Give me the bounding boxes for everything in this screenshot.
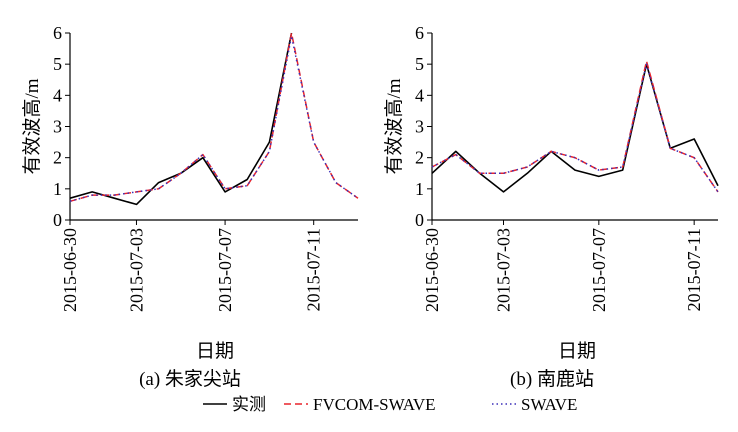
series-line	[69, 35, 359, 203]
legend: 实测 FVCOM-SWAVE SWAVE	[203, 395, 577, 414]
y-tick-label: 2	[415, 148, 424, 168]
x-tick-label: 2015-07-03	[494, 228, 514, 312]
y-tick-label: 1	[415, 179, 424, 199]
y-tick-label: 3	[415, 117, 424, 137]
y-tick-label: 3	[53, 117, 62, 137]
legend-label: FVCOM-SWAVE	[313, 395, 436, 414]
y-tick-label: 1	[53, 179, 62, 199]
legend-label: SWAVE	[521, 395, 577, 414]
panel-caption: (a) 朱家尖站	[139, 368, 241, 390]
y-axis-label: 有效波高/m	[21, 78, 43, 174]
x-tick-label: 2015-06-30	[60, 228, 80, 312]
y-tick-label: 2	[53, 148, 62, 168]
y-tick-label: 6	[53, 23, 62, 43]
series-line	[431, 60, 719, 193]
x-tick-label: 2015-07-11	[684, 228, 704, 311]
y-tick-label: 4	[53, 85, 62, 105]
y-axis-label: 有效波高/m	[383, 78, 405, 174]
y-tick-label: 6	[415, 23, 424, 43]
x-tick-label: 2015-07-03	[126, 228, 146, 312]
x-axis-label: 日期	[196, 340, 234, 362]
x-tick-label: 2015-07-07	[215, 228, 235, 312]
panel-a: 0 1 2 3 4 5 6 2015-06-30 2015-07-03 2015-07-07 201…	[21, 23, 359, 390]
y-tick-label: 4	[415, 85, 424, 105]
panel-caption: (b) 南鹿站	[510, 368, 594, 390]
series-line	[69, 32, 293, 206]
panel-b: 0 1 2 3 4 5 6 2015-06-30 2015-07-03 2015-07-07 201…	[383, 23, 719, 390]
x-tick-label: 2015-07-11	[304, 228, 324, 311]
legend-label: 实测	[232, 395, 266, 414]
y-tick-label: 0	[415, 210, 424, 230]
y-tick-label: 5	[53, 54, 62, 74]
y-tick-label: 0	[53, 210, 62, 230]
series-line	[69, 32, 359, 203]
x-tick-label: 2015-07-07	[589, 228, 609, 312]
x-tick-label: 2015-06-30	[422, 228, 442, 312]
y-tick-label: 5	[415, 54, 424, 74]
series-line	[431, 63, 719, 193]
series-line	[431, 63, 719, 193]
x-axis-label: 日期	[558, 340, 596, 362]
